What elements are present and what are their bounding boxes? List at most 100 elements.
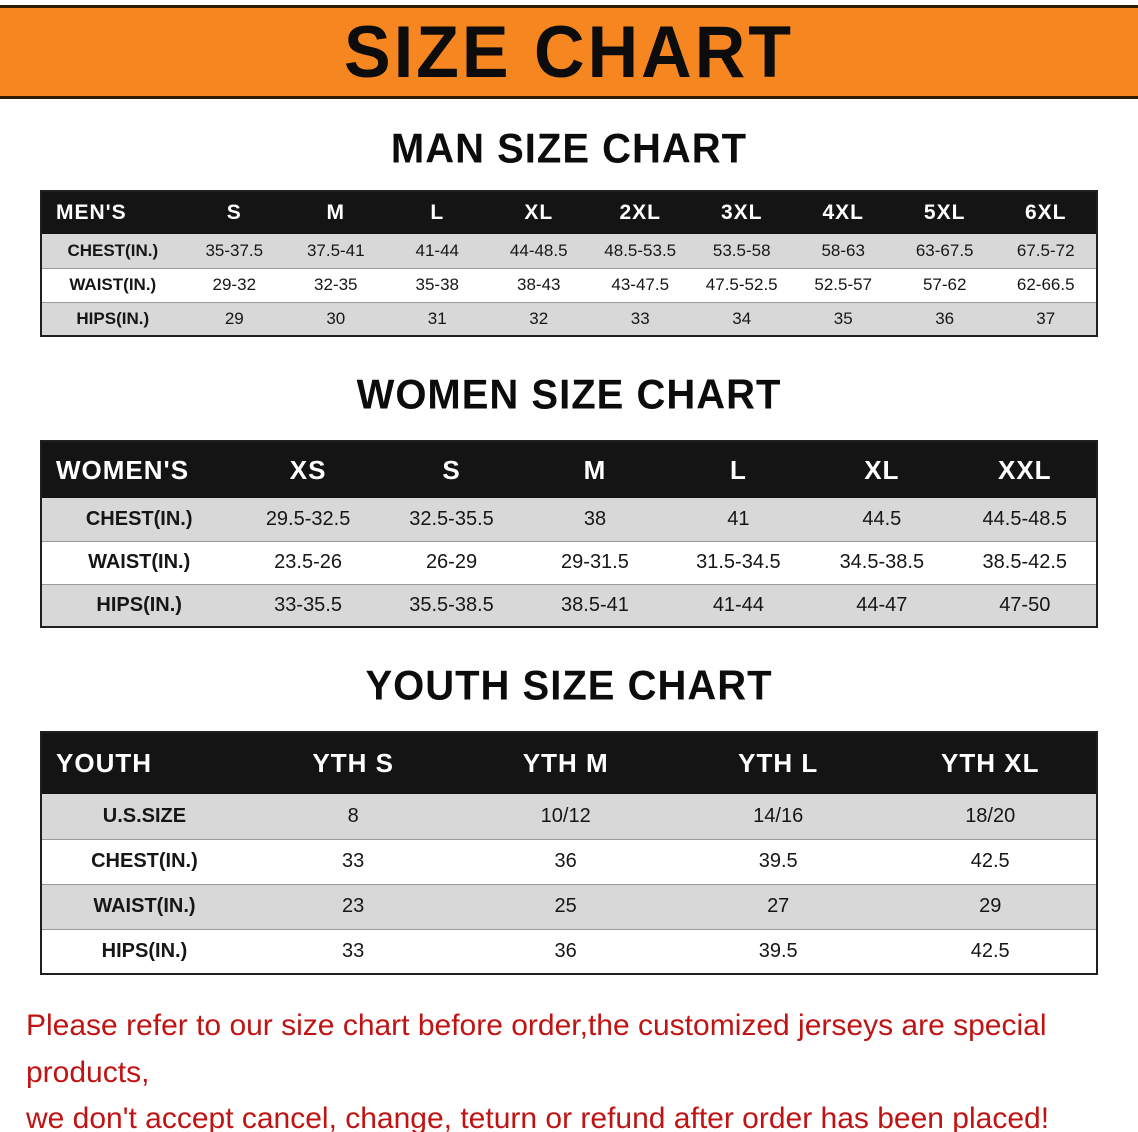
value-cell: 57-62 xyxy=(922,275,967,294)
value-cell: 35.5-38.5 xyxy=(409,593,494,616)
size-header-cell: L xyxy=(666,441,811,498)
value-cell: 31 xyxy=(427,308,447,328)
value-cell: 38.5-42.5 xyxy=(982,551,1068,573)
value-cell: 37 xyxy=(1036,308,1056,328)
value-cell: 39.5 xyxy=(758,850,798,872)
table-row: HIPS(IN.) 29 30 31 32 33 34 35 36 37 xyxy=(41,302,1097,336)
size-header-cell: YTH XL xyxy=(884,732,1097,794)
size-header-cell: M xyxy=(285,191,387,234)
value-cell: 30 xyxy=(326,308,346,328)
size-header-cell: YTH L xyxy=(671,732,885,794)
value-cell: 38 xyxy=(583,507,607,530)
table-header-row: MEN'S S M L XL 2XL 3XL 4XL 5XL 6XL xyxy=(41,191,1097,234)
table-row: CHEST(IN.) 29.5-32.5 32.5-35.5 38 41 44.5 44.5… xyxy=(41,498,1097,541)
youth-size-section: YOUTH SIZE CHART YOUTH YTH S YTH M YTH L YTH… xyxy=(0,662,1138,975)
row-label-cell: CHEST(IN.) xyxy=(85,507,193,530)
value-cell: 18/20 xyxy=(965,804,1016,827)
value-cell: 47-50 xyxy=(999,593,1051,616)
table-row: WAIST(IN.) 23 25 27 29 xyxy=(41,884,1097,929)
women-section-heading: WOMEN SIZE CHART xyxy=(356,371,782,419)
women-size-table: WOMEN'S XS S M L XL XXL CHEST(IN.) 29.5-32.5 32.5… xyxy=(40,440,1098,628)
row-label-cell: WAIST(IN.) xyxy=(69,275,157,294)
banner: SIZE CHART xyxy=(0,5,1138,99)
row-label-cell: HIPS(IN.) xyxy=(76,308,150,328)
size-header-cell: L xyxy=(386,191,488,234)
size-header-cell: XL xyxy=(488,191,590,234)
value-cell: 35 xyxy=(833,308,853,328)
table-row: U.S.SIZE 8 10/12 14/16 18/20 xyxy=(41,794,1097,839)
value-cell: 29 xyxy=(224,308,244,328)
youth-section-heading: YOUTH SIZE CHART xyxy=(365,662,773,710)
value-cell: 41-44 xyxy=(712,593,764,616)
value-cell: 27 xyxy=(767,895,790,917)
value-cell: 8 xyxy=(347,804,359,827)
value-cell: 32 xyxy=(529,308,549,328)
value-cell: 41-44 xyxy=(415,240,459,260)
value-cell: 67.5-72 xyxy=(1016,240,1075,260)
size-header-cell: S xyxy=(379,441,524,498)
value-cell: 62-66.5 xyxy=(1016,275,1075,294)
table-title-cell: WOMEN'S xyxy=(41,441,237,498)
value-cell: 36 xyxy=(935,308,955,328)
youth-size-table: YOUTH YTH S YTH M YTH L YTH XL U.S.SIZE 8 10/12… xyxy=(40,731,1098,975)
men-size-section: MAN SIZE CHART MEN'S S M L XL 2XL 3XL 4XL 5XL 6XL… xyxy=(0,125,1138,337)
table-row: CHEST(IN.) 33 36 39.5 42.5 xyxy=(41,839,1097,884)
value-cell: 36 xyxy=(554,939,577,962)
men-size-table: MEN'S S M L XL 2XL 3XL 4XL 5XL 6XL CHEST(IN.) 35-37… xyxy=(40,190,1098,337)
table-title-cell: MEN'S xyxy=(41,191,184,234)
row-label-cell: U.S.SIZE xyxy=(102,804,187,827)
value-cell: 25 xyxy=(554,895,577,917)
size-header-cell: S xyxy=(183,191,286,234)
size-header-cell: YTH S xyxy=(246,732,460,794)
row-label-cell: HIPS(IN.) xyxy=(96,593,182,616)
women-size-section: WOMEN SIZE CHART WOMEN'S XS S M L XL XXL CHEST(… xyxy=(0,371,1138,628)
footer-note-line: Please refer to our size chart before or… xyxy=(26,1009,1047,1089)
size-header-cell: 3XL xyxy=(690,191,793,234)
value-cell: 37.5-41 xyxy=(306,240,365,260)
row-label-cell: WAIST(IN.) xyxy=(88,551,191,573)
value-cell: 36 xyxy=(554,850,577,872)
value-cell: 32-35 xyxy=(314,275,358,294)
men-section-heading: MAN SIZE CHART xyxy=(390,125,748,173)
value-cell: 42.5 xyxy=(970,850,1010,872)
table-title-cell: YOUTH xyxy=(41,732,247,794)
row-label-cell: CHEST(IN.) xyxy=(67,240,159,260)
value-cell: 14/16 xyxy=(753,804,804,827)
table-row: WAIST(IN.) 29-32 32-35 35-38 38-43 43-47.5 47.… xyxy=(41,268,1097,302)
size-header-cell: 4XL xyxy=(792,191,894,234)
size-header-cell: 2XL xyxy=(589,191,691,234)
footer-note: Please refer to our size chart before or… xyxy=(0,1003,1138,1132)
value-cell: 32.5-35.5 xyxy=(409,507,494,530)
table-row: HIPS(IN.) 33-35.5 35.5-38.5 38.5-41 41-44 44-… xyxy=(41,584,1097,627)
size-header-cell: YTH M xyxy=(459,732,672,794)
value-cell: 33 xyxy=(630,308,650,328)
size-header-cell: XS xyxy=(236,441,380,498)
value-cell: 43-47.5 xyxy=(611,275,670,294)
value-cell: 44-48.5 xyxy=(509,240,568,260)
value-cell: 33 xyxy=(342,850,365,872)
value-cell: 58-63 xyxy=(821,240,865,260)
table-header-row: YOUTH YTH S YTH M YTH L YTH XL xyxy=(41,732,1097,794)
value-cell: 44.5-48.5 xyxy=(982,507,1068,530)
value-cell: 52.5-57 xyxy=(814,275,873,294)
row-label-cell: CHEST(IN.) xyxy=(91,850,198,872)
value-cell: 33-35.5 xyxy=(274,593,342,616)
value-cell: 42.5 xyxy=(970,939,1010,962)
value-cell: 26-29 xyxy=(425,551,478,573)
value-cell: 34 xyxy=(732,308,752,328)
value-cell: 29 xyxy=(979,895,1002,917)
value-cell: 31.5-34.5 xyxy=(696,551,781,573)
value-cell: 41 xyxy=(727,507,750,530)
value-cell: 38-43 xyxy=(517,275,561,294)
size-header-cell: 5XL xyxy=(893,191,996,234)
size-header-cell: M xyxy=(523,441,667,498)
value-cell: 38.5-41 xyxy=(561,593,629,616)
value-cell: 53.5-58 xyxy=(712,240,771,260)
row-label-cell: WAIST(IN.) xyxy=(93,895,196,917)
table-row: CHEST(IN.) 35-37.5 37.5-41 41-44 44-48.5 48.5… xyxy=(41,234,1097,268)
value-cell: 44.5 xyxy=(862,507,902,530)
size-header-cell: XL xyxy=(810,441,954,498)
value-cell: 33 xyxy=(342,939,365,962)
value-cell: 34.5-38.5 xyxy=(839,551,925,573)
